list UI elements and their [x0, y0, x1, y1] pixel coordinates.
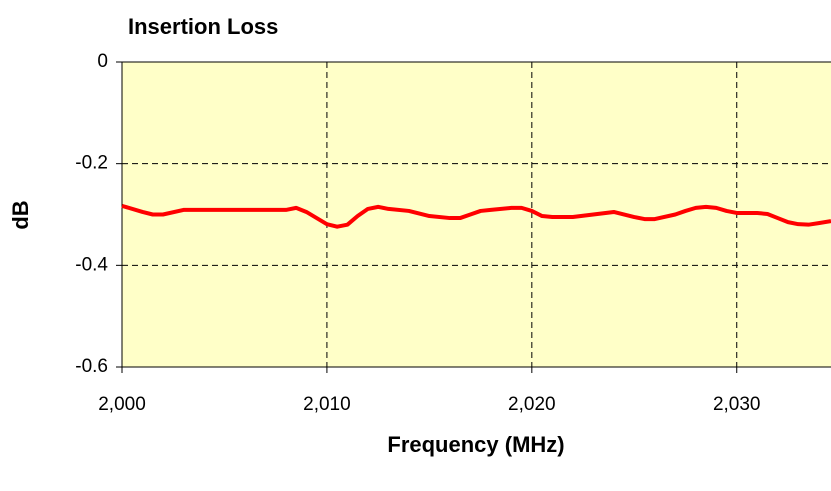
x-axis-label: Frequency (MHz)	[387, 432, 564, 457]
y-tick-label: -0.6	[75, 356, 108, 377]
plot-area	[122, 62, 831, 367]
y-tick-label: 0	[97, 51, 108, 72]
x-tick-label: 2,030	[713, 394, 761, 415]
x-tick-label: 2,020	[508, 394, 556, 415]
y-tick-label: -0.4	[75, 254, 108, 275]
chart-title: Insertion Loss	[128, 14, 278, 39]
y-axis-label: dB	[8, 200, 33, 229]
y-tick-label: -0.2	[75, 153, 108, 174]
x-tick-label: 2,010	[303, 394, 351, 415]
data-line	[121, 203, 831, 229]
x-tick-label: 2,000	[98, 394, 146, 415]
